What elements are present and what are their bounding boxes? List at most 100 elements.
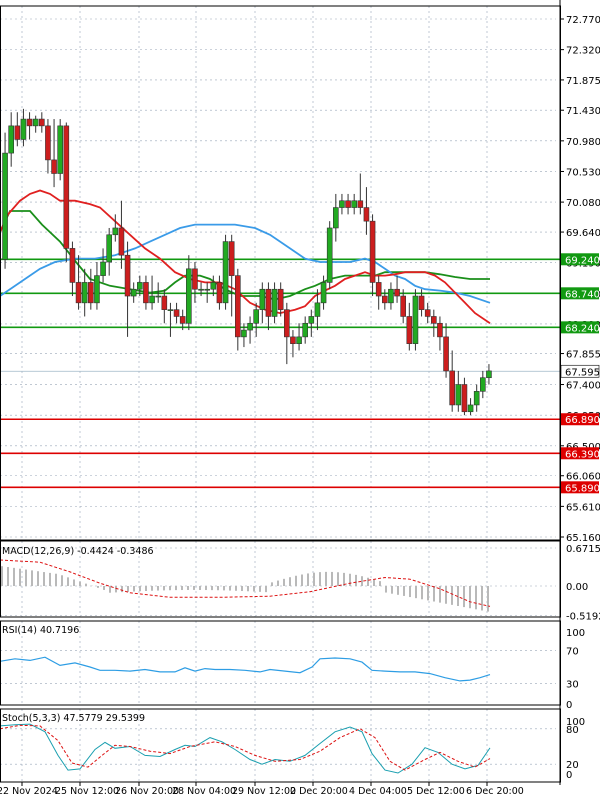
- indicator-tick-label: 80: [566, 725, 579, 736]
- candle-body: [394, 288, 400, 297]
- macd-title: MACD(12,26,9) -0.4424 -0.3486: [2, 546, 154, 557]
- current-price-box: [560, 364, 600, 378]
- price-tick-label: 67.855: [566, 350, 600, 361]
- level-price-box: [561, 253, 599, 266]
- candle-body: [406, 316, 413, 344]
- candle-body: [235, 275, 241, 338]
- candle-body: [143, 282, 149, 304]
- level-price-box: [561, 481, 599, 494]
- candle-body: [20, 118, 27, 140]
- price-tick-label: 66.060: [566, 472, 600, 483]
- time-tick-label: 25 Nov 12:00: [55, 786, 119, 797]
- time-tick-label: 2 Dec 20:00: [290, 786, 348, 797]
- rsi-title: RSI(14) 40.7196: [2, 625, 79, 636]
- candle-body: [32, 118, 39, 127]
- candle-body: [259, 288, 266, 310]
- candle-body: [100, 261, 106, 276]
- candle-body: [437, 322, 443, 338]
- candle-body: [412, 295, 419, 344]
- level-price-label: 66.890: [565, 415, 600, 426]
- candle-body: [339, 200, 345, 208]
- candle-body: [39, 118, 45, 127]
- candle-body: [88, 282, 94, 304]
- level-price-label: 66.390: [565, 449, 600, 460]
- candle-body: [173, 309, 180, 317]
- level-price-box: [561, 287, 599, 300]
- candle-body: [130, 288, 137, 297]
- indicator-panels: [0, 559, 491, 774]
- candle-body: [69, 248, 76, 283]
- candle-body: [26, 118, 33, 127]
- panel-frames: [0, 0, 561, 785]
- candle-body: [57, 125, 63, 174]
- indicator-tick-label: 30: [566, 679, 579, 690]
- indicator-tick-label: 0: [566, 700, 572, 711]
- price-tick-label: 70.530: [566, 167, 600, 178]
- candle-body: [382, 295, 388, 304]
- candle-body: [369, 220, 376, 283]
- indicator-tick-label: 0: [566, 770, 572, 781]
- price-tick-label: 70.080: [566, 198, 600, 209]
- candle-body: [81, 282, 88, 304]
- candle-body: [351, 200, 357, 208]
- candle-body: [284, 309, 290, 338]
- candle-body: [167, 309, 174, 311]
- price-tick-label: 70.980: [566, 137, 600, 148]
- level-price-box: [561, 413, 599, 426]
- candle-body: [94, 275, 100, 304]
- price-tick-label: 65.160: [566, 533, 600, 544]
- price-tick-label: 67.400: [566, 381, 600, 392]
- candle-body: [149, 295, 155, 304]
- candle-body: [45, 125, 51, 161]
- candle-body: [449, 370, 455, 406]
- candlesticks: [2, 108, 492, 416]
- candle-body: [118, 227, 125, 256]
- indicator-tick-label: 70: [566, 647, 579, 658]
- price-tick-label: 65.610: [566, 502, 600, 513]
- candle-body: [443, 336, 449, 372]
- candle-body: [204, 288, 210, 291]
- candle-body: [124, 254, 131, 297]
- indicator-tick-label: -0.5192: [566, 611, 600, 622]
- candle-body: [333, 207, 339, 229]
- indicator-tick-label: 0.00: [566, 582, 588, 593]
- candle-body: [302, 322, 308, 338]
- candle-body: [192, 268, 198, 290]
- indicator-tick-label: 20: [566, 760, 579, 771]
- candle-body: [388, 288, 394, 304]
- indicator-tick-label: 0.6715: [566, 544, 600, 555]
- price-axis: 72.770 72.320 71.875 71.430 70.980 70.530 70.0…: [560, 15, 600, 781]
- price-tick-label: 72.770: [566, 15, 600, 26]
- chart-labels: MACD(12,26,9) -0.4424 -0.3486 RSI(14) 40.…: [0, 546, 524, 797]
- time-tick-label: 28 Nov 04:00: [172, 786, 236, 797]
- candle-body: [63, 125, 70, 249]
- indicator-tick-label: 100: [566, 628, 585, 639]
- candle-body: [14, 125, 21, 140]
- indicator-tick-label: 100: [566, 717, 585, 728]
- candle-body: [296, 336, 302, 344]
- price-tick-label: 71.875: [566, 76, 600, 87]
- candle-body: [228, 241, 235, 276]
- candle-body: [247, 322, 253, 331]
- level-price-label: 68.240: [565, 323, 600, 334]
- candle-body: [265, 288, 272, 317]
- candle-body: [314, 302, 321, 317]
- candle-body: [51, 159, 57, 174]
- candle-body: [179, 316, 186, 324]
- candle-body: [75, 282, 82, 304]
- stoch-signal-line: [0, 724, 491, 771]
- candle-body: [320, 282, 327, 304]
- candle-body: [112, 227, 119, 236]
- candle-body: [198, 288, 204, 291]
- candle-body: [326, 227, 333, 283]
- candle-body: [467, 404, 474, 413]
- candle-body: [431, 316, 437, 324]
- price-tick-label: 71.430: [566, 106, 600, 117]
- candle-body: [161, 295, 168, 310]
- candle-body: [186, 268, 192, 324]
- candle-body: [308, 316, 315, 324]
- candle-body: [137, 282, 143, 290]
- candle-body: [210, 282, 217, 290]
- candle-body: [473, 391, 480, 406]
